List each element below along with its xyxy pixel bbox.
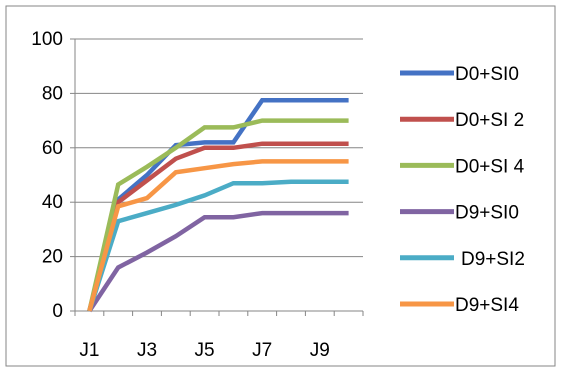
- x-tick-label: J9: [310, 340, 330, 361]
- x-tick-label: J1: [79, 340, 99, 361]
- legend-label: D0+SI 4: [455, 156, 525, 177]
- axes: [70, 38, 364, 316]
- series-line-6: [87, 159, 349, 312]
- x-tick-label: J3: [137, 340, 157, 361]
- x-tick-label: J5: [195, 340, 215, 361]
- series-line-1: [87, 97, 349, 312]
- series-line-2: [87, 141, 349, 312]
- y-tick-label: 40: [42, 192, 63, 213]
- legend-label: D9+SI4: [455, 295, 519, 316]
- legend: D0+SI0 D0+SI 2 D0+SI 4 D9+SI0 D9+SI2 D9+SI4: [400, 64, 525, 316]
- y-tick-label: 60: [42, 138, 63, 159]
- y-axis-labels: 0 20 40 60 80 100: [31, 29, 63, 322]
- gridlines: [75, 38, 363, 258]
- legend-label: D0+SI0: [455, 64, 519, 85]
- legend-label: D9+SI0: [455, 203, 519, 224]
- y-tick-label: 80: [42, 83, 63, 104]
- x-axis-labels: J1 J3 J5 J7 J9: [79, 340, 329, 361]
- series-lines: [87, 97, 349, 313]
- x-tick-label: J7: [252, 340, 272, 361]
- y-tick-label: 20: [42, 247, 63, 268]
- legend-label: D9+SI2: [461, 249, 525, 270]
- series-line-4: [87, 210, 349, 313]
- chart-border: [5, 5, 556, 367]
- series-line-5: [87, 179, 349, 312]
- y-tick-label: 100: [31, 29, 63, 50]
- legend-label: D0+SI 2: [455, 110, 524, 131]
- y-tick-label: 0: [52, 301, 63, 322]
- series-line-3: [87, 118, 349, 312]
